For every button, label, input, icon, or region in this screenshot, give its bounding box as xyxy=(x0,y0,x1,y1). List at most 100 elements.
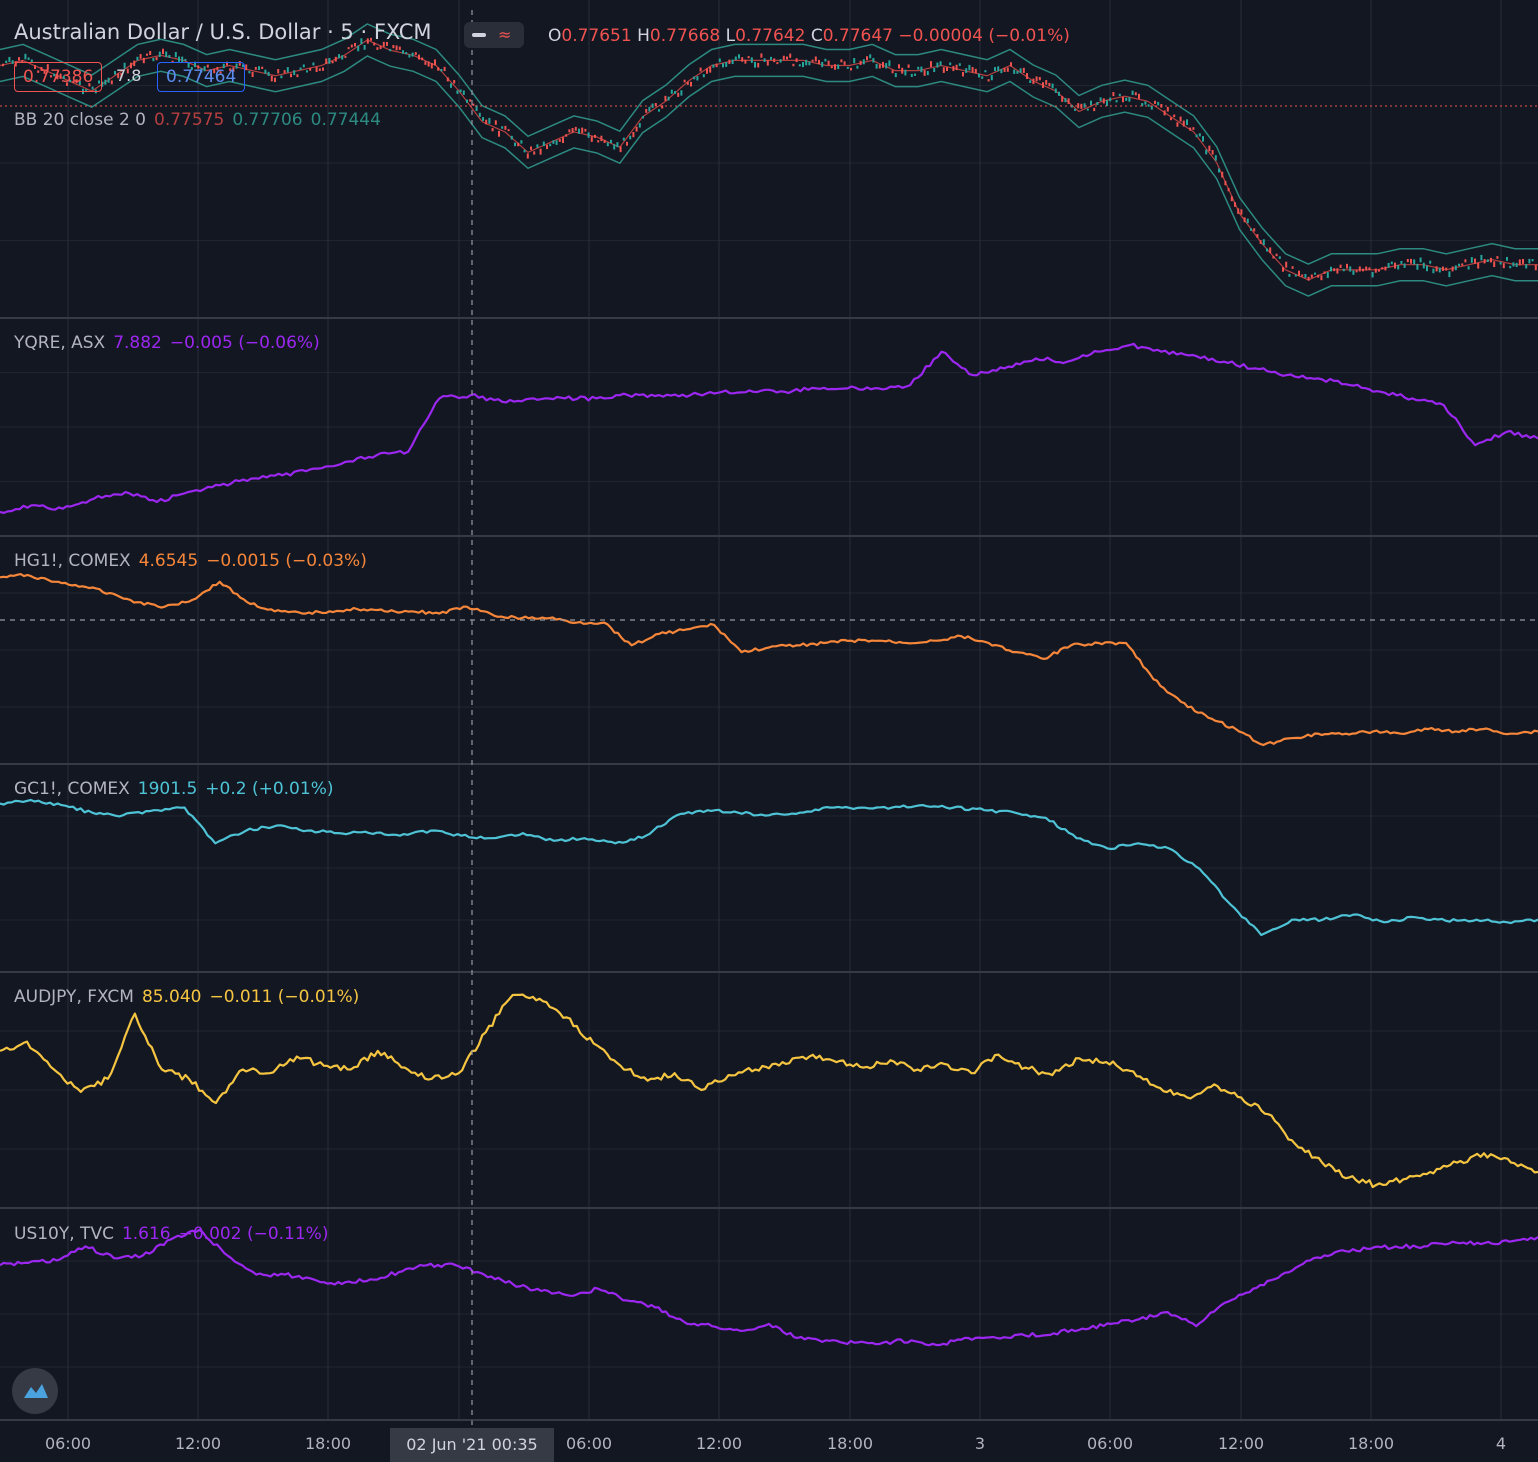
candle xyxy=(997,66,1000,72)
candle xyxy=(136,56,139,61)
candle xyxy=(718,58,721,63)
candle xyxy=(594,134,596,138)
candle xyxy=(440,69,443,72)
candle xyxy=(334,56,337,62)
bb-legend: BB 20 close 2 0 0.77575 0.77706 0.77444 xyxy=(14,110,389,130)
candle xyxy=(1090,100,1092,106)
candle xyxy=(251,71,254,78)
candle xyxy=(306,70,308,73)
candle xyxy=(1365,266,1368,271)
candle xyxy=(1144,101,1147,105)
candle xyxy=(805,59,808,66)
candle xyxy=(1374,268,1377,273)
open-key: O xyxy=(548,26,562,46)
candle xyxy=(619,146,622,153)
candle xyxy=(1275,253,1278,257)
candle xyxy=(1416,263,1419,270)
crosshair-time-label: 02 Jun '21 00:35 xyxy=(390,1428,554,1462)
candle xyxy=(904,69,907,76)
candle xyxy=(1342,268,1345,272)
candle xyxy=(1528,258,1531,264)
candle xyxy=(600,135,603,142)
candle xyxy=(898,64,900,69)
candle xyxy=(405,52,408,55)
candle xyxy=(232,67,235,72)
audjpy-last: 85.040 xyxy=(141,987,202,1007)
candle xyxy=(1243,217,1246,223)
candle xyxy=(846,66,849,69)
candle xyxy=(782,55,785,60)
buy-price-box[interactable]: 0.77464 xyxy=(157,62,246,92)
bb-lower-band xyxy=(0,55,1538,297)
candle xyxy=(949,62,952,66)
candle xyxy=(885,63,888,69)
candle xyxy=(1115,100,1118,103)
candle xyxy=(43,70,46,74)
gc-last: 1901.5 xyxy=(137,779,198,799)
candle xyxy=(622,137,625,141)
candle xyxy=(693,76,696,80)
us10y-title: US10Y, TVC xyxy=(14,1224,114,1244)
candle xyxy=(1019,68,1022,73)
candle xyxy=(91,86,94,90)
candle xyxy=(1234,202,1236,207)
candle xyxy=(875,63,878,69)
candle xyxy=(562,137,564,144)
candle xyxy=(1448,271,1451,278)
candle xyxy=(1358,266,1361,272)
candle xyxy=(1259,240,1262,244)
candle xyxy=(1166,106,1169,112)
candle xyxy=(830,66,833,69)
candle xyxy=(107,77,110,83)
candle xyxy=(485,119,488,125)
candle xyxy=(1240,209,1243,215)
candle xyxy=(1301,274,1304,277)
candle xyxy=(1122,96,1124,103)
candle xyxy=(325,58,328,65)
candle xyxy=(1496,256,1499,259)
candle xyxy=(1131,90,1134,96)
candle xyxy=(296,74,299,78)
candle xyxy=(1518,259,1521,266)
candle xyxy=(318,68,321,71)
candle xyxy=(712,64,715,68)
candle xyxy=(565,134,568,137)
candle xyxy=(1470,257,1473,263)
time-label: 18:00 xyxy=(1347,1434,1395,1453)
candle xyxy=(917,66,920,70)
candle xyxy=(408,54,411,58)
candle xyxy=(1288,273,1291,277)
us10y-last: 1.616 xyxy=(121,1224,171,1244)
candle xyxy=(53,73,56,77)
candle xyxy=(158,51,161,58)
candle xyxy=(216,66,219,71)
candle xyxy=(792,63,795,67)
main-symbol-title: Australian Dollar / U.S. Dollar · 5 · FX… xyxy=(14,20,432,44)
candle xyxy=(472,103,475,106)
candle xyxy=(610,139,612,144)
candle xyxy=(1506,256,1508,261)
candle xyxy=(123,62,126,69)
hg-title: HG1!, COMEX xyxy=(14,551,131,571)
toggle-button[interactable]: ≈ xyxy=(464,22,524,48)
candle xyxy=(110,80,113,85)
tradingview-logo-icon[interactable] xyxy=(12,1368,58,1414)
bb-label: BB 20 close 2 0 xyxy=(14,110,146,130)
candle xyxy=(1426,265,1428,272)
time-label: 06:00 xyxy=(1086,1434,1134,1453)
candle xyxy=(952,65,955,72)
candle xyxy=(1326,272,1329,278)
candle xyxy=(130,62,132,69)
candle xyxy=(1330,266,1332,272)
sell-price-box[interactable]: 0.77386 xyxy=(14,62,103,92)
candle xyxy=(475,105,478,112)
candle xyxy=(1006,67,1009,72)
candle xyxy=(1384,266,1387,271)
candle xyxy=(101,81,104,87)
candle xyxy=(1451,266,1454,272)
candle xyxy=(978,73,980,78)
candle xyxy=(808,61,811,66)
candle xyxy=(146,53,148,56)
candle xyxy=(578,128,580,134)
candle xyxy=(1406,258,1409,263)
